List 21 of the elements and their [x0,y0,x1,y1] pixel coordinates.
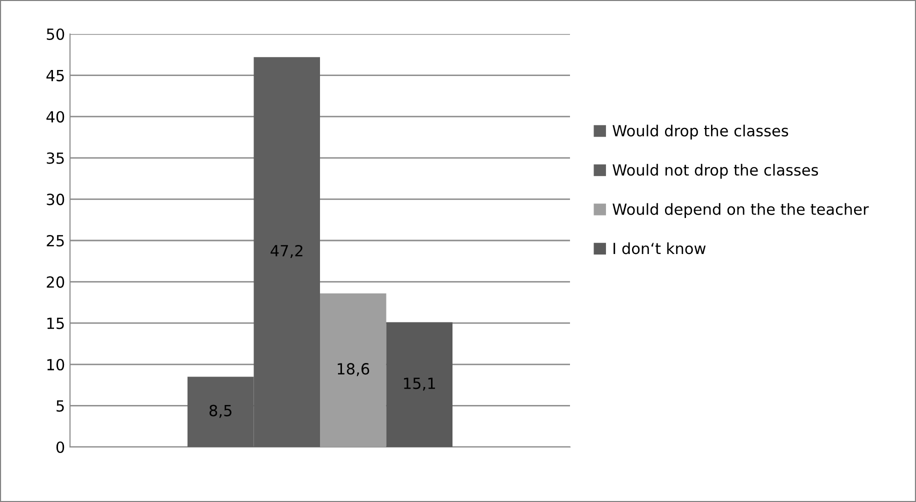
data-label: 47,2 [270,244,302,258]
y-tick-label: 50 [46,28,64,40]
y-tick-label: 45 [46,70,64,82]
y-tick-label: 10 [47,358,64,370]
y-tick-label: 15 [47,318,64,330]
y-tick-label: 5 [56,400,64,412]
y-tick-label: 0 [56,441,64,454]
bar [386,322,452,447]
y-tick-label: 40 [46,111,64,123]
legend-label: I don‘t know [614,242,706,254]
y-tick-label: 25 [46,234,64,247]
legend-label: Would drop the classes [612,124,788,140]
legend-label: Would depend on the the teacher [612,203,869,218]
data-label: 18,6 [338,363,370,376]
data-label: 8,5 [210,404,232,418]
bar [320,293,386,447]
y-tick-label: 20 [46,276,64,288]
y-tick-label: 30 [46,194,64,206]
legend-label: Would not drop the classes [612,164,818,179]
data-label: 15,1 [404,378,435,391]
y-tick-label: 35 [46,152,64,164]
